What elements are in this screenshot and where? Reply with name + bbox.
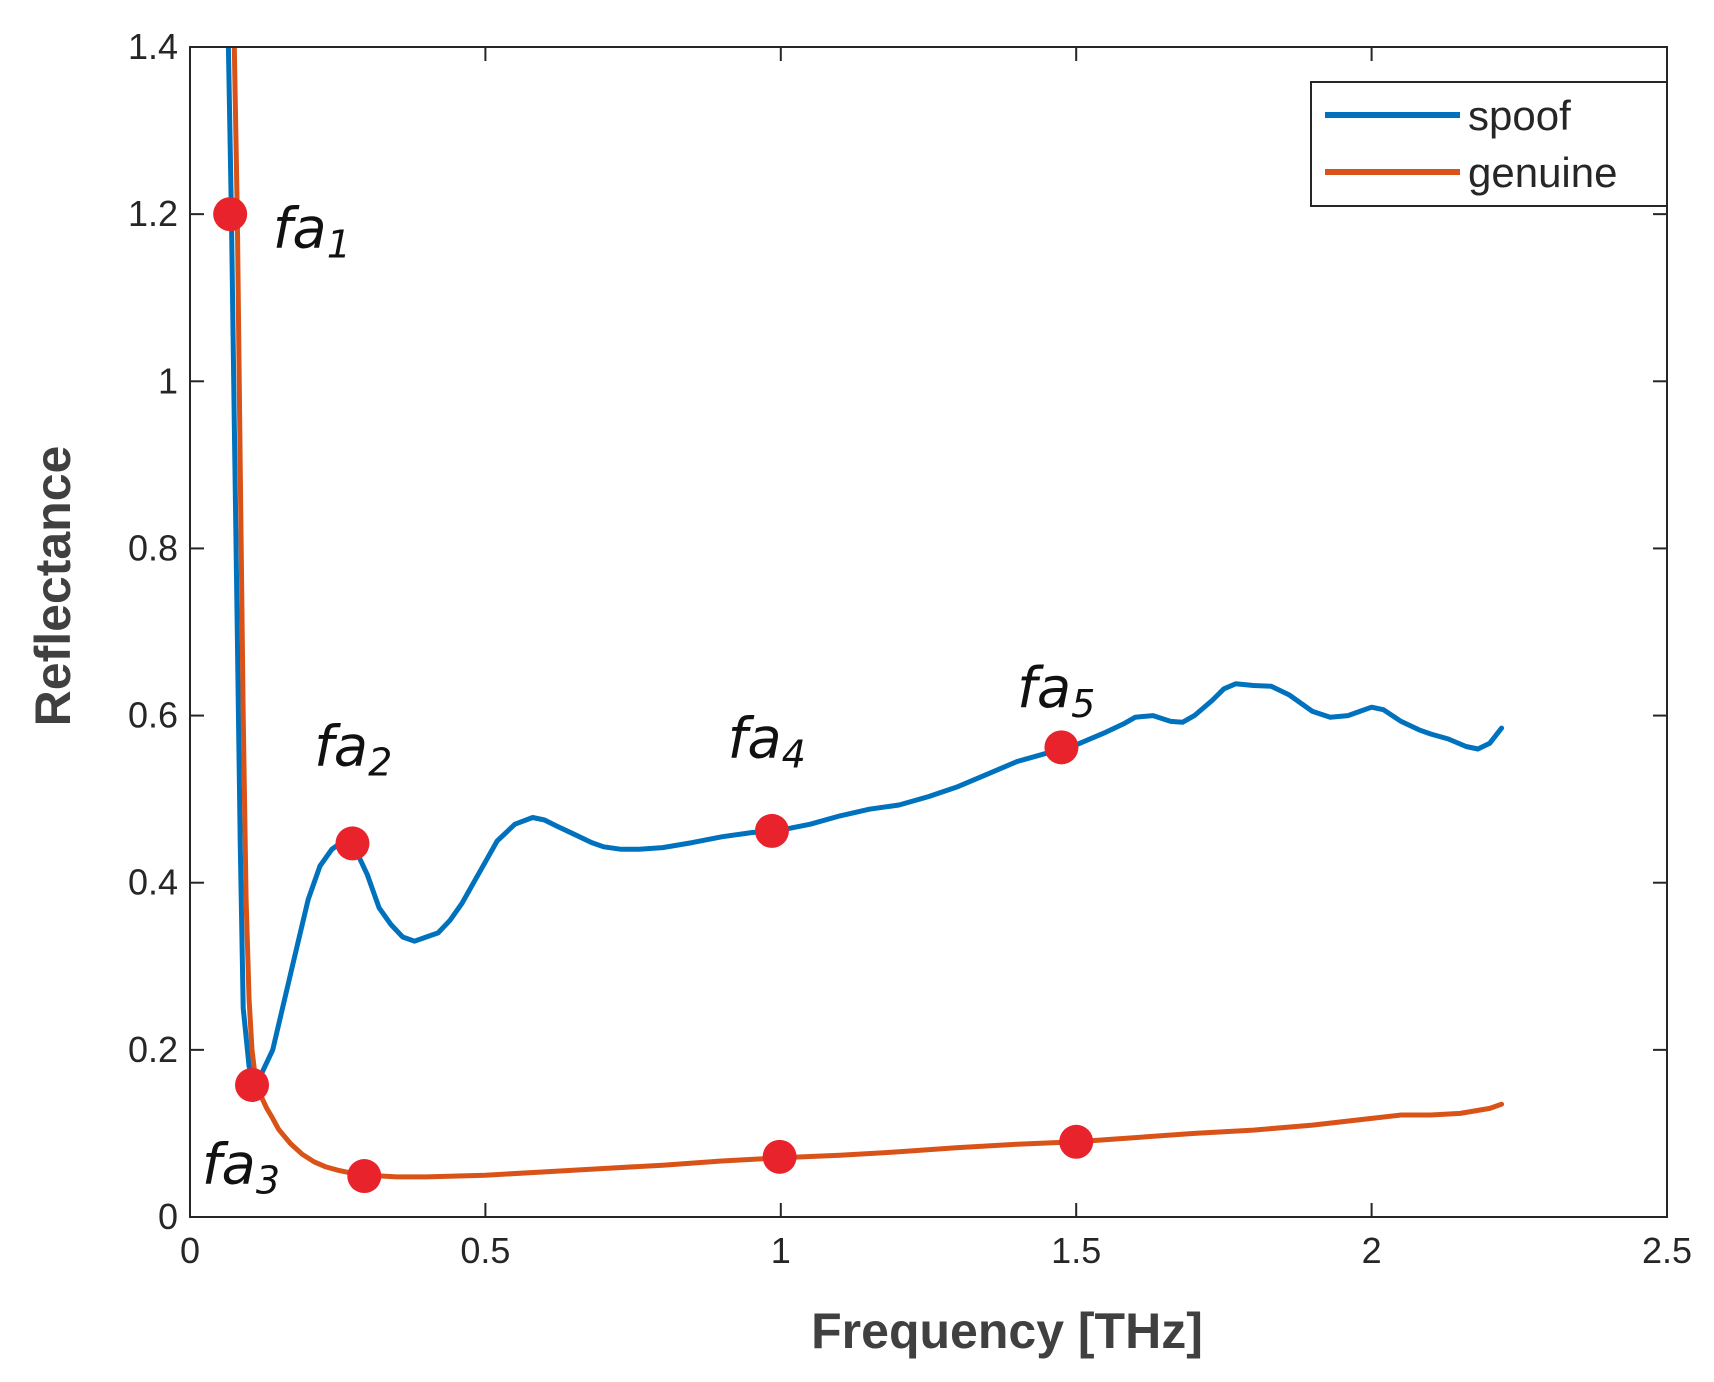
annotation-fa4: fa4 [728, 706, 806, 776]
feature-point-marker [235, 1067, 270, 1102]
feature-point-marker [347, 1159, 382, 1194]
y-tick-label: 0.2 [128, 1029, 178, 1070]
feature-point-marker [1044, 730, 1079, 765]
annotation-fa3: fa3 [202, 1133, 280, 1203]
y-tick-label: 0.4 [128, 862, 178, 903]
y-tick-label: 1 [158, 360, 178, 401]
y-tick-label: 1.4 [128, 26, 178, 67]
x-tick-label: 0.5 [460, 1230, 510, 1271]
feature-point-marker [1059, 1124, 1094, 1159]
annotation-fa2: fa2 [314, 715, 392, 785]
axes: 0 0.5 1 1.5 2 2.5 0 0.2 0.4 0.6 0.8 1 1.2 1.4 [128, 26, 1692, 1271]
legend-label-genuine: genuine [1468, 149, 1617, 196]
annotation-fa5: fa5 [1017, 656, 1095, 726]
feature-point-marker [762, 1139, 797, 1174]
y-tick-label: 0 [158, 1196, 178, 1237]
y-tick-label: 1.2 [128, 193, 178, 234]
annotations: fa1 fa2 fa3 fa4 fa5 [202, 197, 1096, 1203]
x-tick-label: 1 [771, 1230, 791, 1271]
x-tick-label: 1.5 [1051, 1230, 1101, 1271]
x-tick-label: 0 [180, 1230, 200, 1271]
legend: spoof genuine [1310, 81, 1668, 207]
feature-point-marker [213, 197, 248, 232]
y-axis-title: Reflectance [25, 446, 81, 727]
legend-box [1310, 81, 1668, 207]
annotation-fa1: fa1 [273, 197, 351, 267]
x-tick-label: 2 [1362, 1230, 1382, 1271]
data-marks [213, 197, 1094, 1194]
axes-frame [189, 46, 1668, 1218]
y-tick-label: 0.8 [128, 527, 178, 568]
y-tick-label: 0.6 [128, 695, 178, 736]
feature-point-marker [754, 813, 789, 848]
legend-label-spoof: spoof [1468, 92, 1571, 139]
x-axis-title: Frequency [THz] [811, 1303, 1203, 1359]
series-line-spoof [225, 47, 1505, 1086]
feature-point-marker [335, 826, 370, 861]
x-tick-label: 2.5 [1642, 1230, 1692, 1271]
